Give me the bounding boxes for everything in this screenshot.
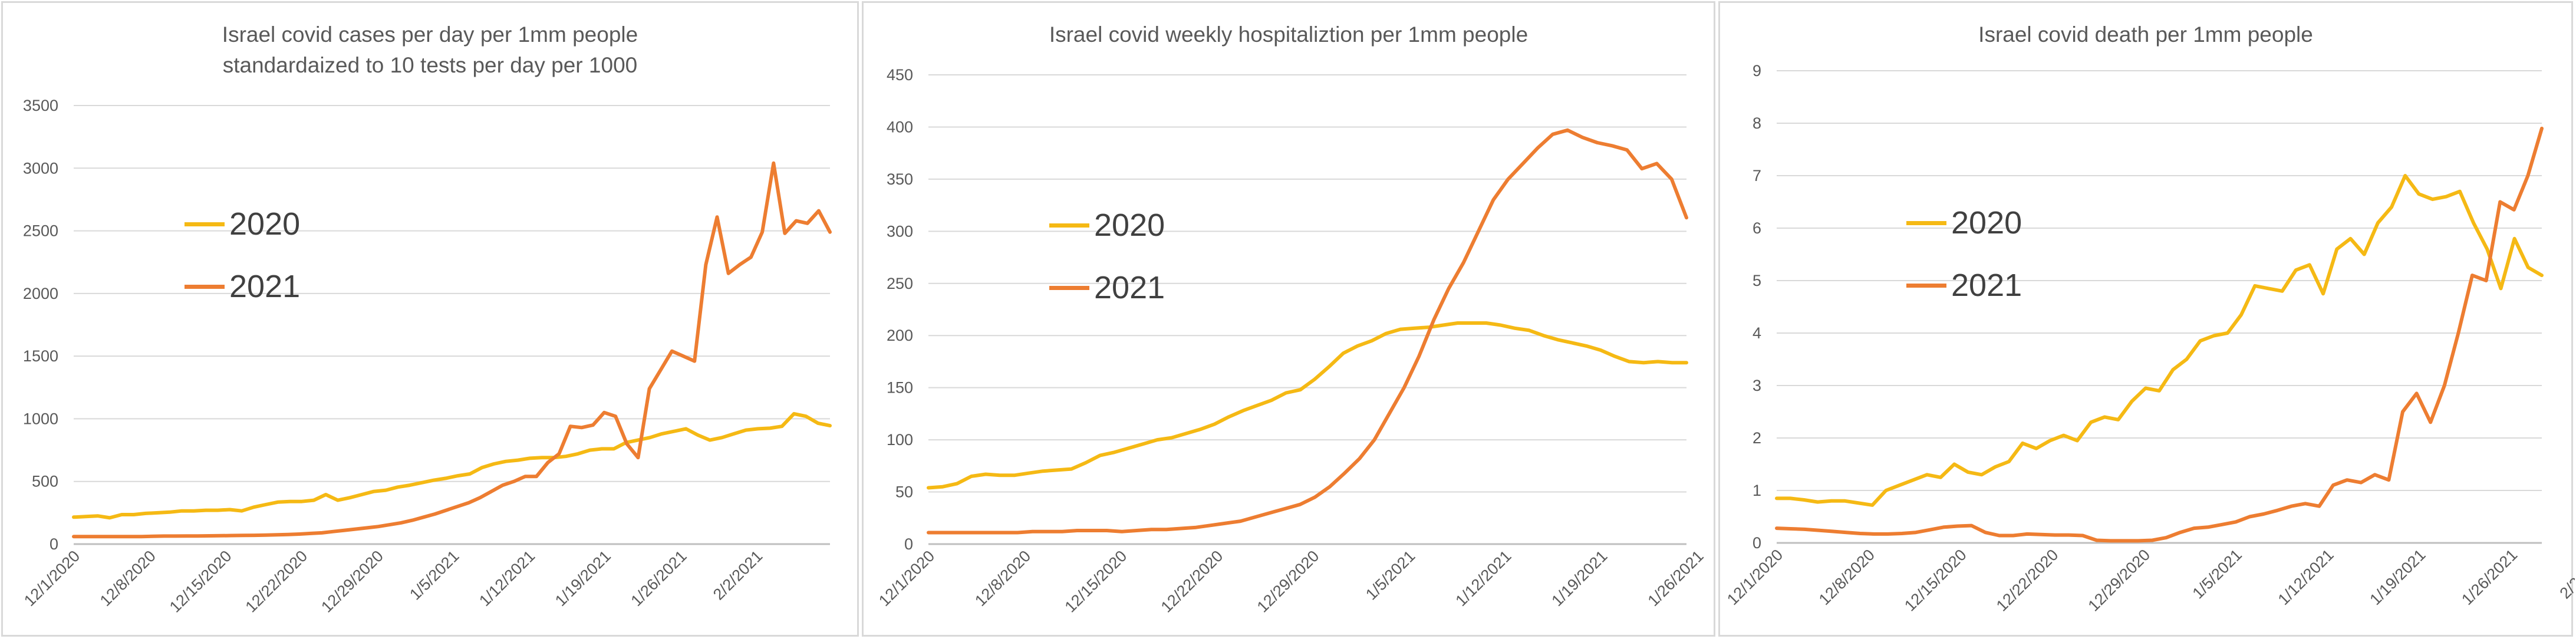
legend-swatch-2020 xyxy=(1049,223,1089,228)
x-tick-label: 1/26/2021 xyxy=(1645,547,1707,610)
chart-panel-deaths: Israel covid death per 1mm people 0 1 2 3 4 5… xyxy=(1718,1,2575,637)
y-tick-label: 450 xyxy=(887,66,913,84)
x-tick-label: 12/8/2020 xyxy=(971,547,1034,610)
legend-label-2021: 2021 xyxy=(1951,268,2022,303)
legend-label-2021: 2021 xyxy=(1094,270,1165,305)
y-tick-label: 0 xyxy=(904,535,913,553)
legend: 2020 2021 xyxy=(1906,192,2022,317)
legend-label-2020: 2020 xyxy=(1094,207,1165,243)
legend: 2020 2021 xyxy=(1049,194,1165,319)
legend-item-2021: 2021 xyxy=(185,255,300,318)
y-tick-label: 3 xyxy=(1753,377,1761,394)
chart-title-line-1: Israel covid weekly hospitaliztion per 1… xyxy=(1049,22,1529,47)
x-tick-label: 12/29/2020 xyxy=(1254,547,1323,616)
x-tick-label: 12/8/2020 xyxy=(1816,546,1878,608)
x-tick-label: 12/22/2020 xyxy=(1993,546,2062,615)
legend-item-2021: 2021 xyxy=(1906,254,2022,317)
legend: 2020 2021 xyxy=(185,193,300,318)
x-tick-label: 1/5/2021 xyxy=(406,547,463,604)
y-tick-label: 8 xyxy=(1753,114,1761,132)
y-tick-label: 50 xyxy=(895,483,913,501)
series-line-2020 xyxy=(72,411,832,520)
y-tick-label: 2500 xyxy=(23,222,58,240)
legend-item-2020: 2020 xyxy=(1906,192,2022,254)
y-tick-label: 9 xyxy=(1753,62,1761,80)
x-tick-label: 12/29/2020 xyxy=(318,547,387,616)
legend-item-2021: 2021 xyxy=(1049,256,1165,319)
chart-title: Israel covid death per 1mm people xyxy=(1720,19,2571,50)
chart-title: Israel covid cases per day per 1mm peopl… xyxy=(3,19,857,81)
x-tick-label: 12/22/2020 xyxy=(1158,547,1227,616)
y-tick-label: 5 xyxy=(1753,272,1761,289)
y-tick-label: 500 xyxy=(32,473,58,490)
chart-title-line-2: standardaized to 10 tests per day per 10… xyxy=(222,53,638,77)
x-tick-label: 1/12/2021 xyxy=(476,547,538,610)
chart-title: Israel covid weekly hospitaliztion per 1… xyxy=(864,19,1714,50)
y-tick-label: 100 xyxy=(887,431,913,449)
y-tick-label: 1000 xyxy=(23,410,58,427)
y-tick-label: 300 xyxy=(887,222,913,240)
chart-title-line-1: Israel covid cases per day per 1mm peopl… xyxy=(222,22,638,47)
legend-label-2021: 2021 xyxy=(229,269,301,304)
legend-swatch-2020 xyxy=(185,222,225,226)
x-tick-label: 2/2/2021 xyxy=(710,547,766,604)
x-tick-label: 1/26/2021 xyxy=(628,547,690,610)
x-tick-label: 12/15/2020 xyxy=(1901,546,1970,615)
y-tick-label: 2000 xyxy=(23,285,58,302)
y-tick-label: 7 xyxy=(1753,167,1761,185)
series-line-2021 xyxy=(927,128,1688,535)
legend-swatch-2020 xyxy=(1906,220,1946,225)
y-tick-label: 0 xyxy=(50,535,58,553)
y-tick-label: 1500 xyxy=(23,347,58,365)
chart-plot-hospitalization: 0 50 100 150 200 250 300 350 400 450 12/1/2020 12/8… xyxy=(875,66,1707,616)
x-tick-label: 12/1/2020 xyxy=(1724,546,1786,608)
x-tick-label: 1/12/2021 xyxy=(2275,546,2337,608)
y-tick-label: 1 xyxy=(1753,482,1761,499)
x-tick-label: 1/19/2021 xyxy=(2366,546,2429,608)
y-tick-label: 4 xyxy=(1753,324,1761,342)
x-tick-label: 12/8/2020 xyxy=(97,547,159,610)
y-tick-label: 0 xyxy=(1753,534,1761,552)
x-tick-label: 1/5/2021 xyxy=(1362,547,1419,604)
chart-title-line-1: Israel covid death per 1mm people xyxy=(1978,22,2313,47)
legend-swatch-2021 xyxy=(1906,283,1946,288)
legend-item-2020: 2020 xyxy=(185,193,300,255)
y-tick-label: 400 xyxy=(887,118,913,136)
x-tick-label: 12/1/2020 xyxy=(875,547,938,610)
x-tick-label: 12/1/2020 xyxy=(21,547,83,610)
y-tick-label: 3500 xyxy=(23,97,58,114)
series-line-2021 xyxy=(72,161,832,539)
chart-plot-deaths: 0 1 2 3 4 5 6 7 8 9 12/1/2020 12/8/2020 12/15/2020 12… xyxy=(1724,62,2575,615)
chart-panel-hospitalization: Israel covid weekly hospitaliztion per 1… xyxy=(862,1,1715,637)
x-tick-label: 1/12/2021 xyxy=(1452,547,1514,610)
chart-panel-cases: Israel covid cases per day per 1mm peopl… xyxy=(1,1,859,637)
x-tick-label: 12/15/2020 xyxy=(166,547,235,616)
y-tick-label: 2 xyxy=(1753,429,1761,447)
legend-swatch-2021 xyxy=(185,284,225,289)
legend-label-2020: 2020 xyxy=(229,206,301,242)
y-tick-label: 150 xyxy=(887,379,913,397)
y-tick-label: 6 xyxy=(1753,219,1761,237)
legend-label-2020: 2020 xyxy=(1951,205,2022,241)
y-tick-label: 3000 xyxy=(23,159,58,177)
series-line-2020 xyxy=(927,321,1688,490)
x-tick-label: 12/22/2020 xyxy=(242,547,311,616)
x-tick-label: 1/19/2021 xyxy=(1548,547,1610,610)
y-tick-label: 200 xyxy=(887,327,913,344)
legend-item-2020: 2020 xyxy=(1049,194,1165,256)
series-line-2020 xyxy=(1775,174,2544,507)
series-line-2021 xyxy=(1775,126,2544,543)
y-tick-label: 350 xyxy=(887,170,913,188)
y-tick-label: 250 xyxy=(887,275,913,292)
x-tick-label: 1/26/2021 xyxy=(2458,546,2521,608)
x-tick-label: 1/5/2021 xyxy=(2189,546,2246,602)
x-tick-label: 12/15/2020 xyxy=(1062,547,1131,616)
legend-swatch-2021 xyxy=(1049,285,1089,290)
x-tick-label: 1/19/2021 xyxy=(552,547,614,610)
x-tick-label: 2/2/2021 xyxy=(2557,546,2575,602)
x-tick-label: 12/29/2020 xyxy=(2085,546,2154,615)
